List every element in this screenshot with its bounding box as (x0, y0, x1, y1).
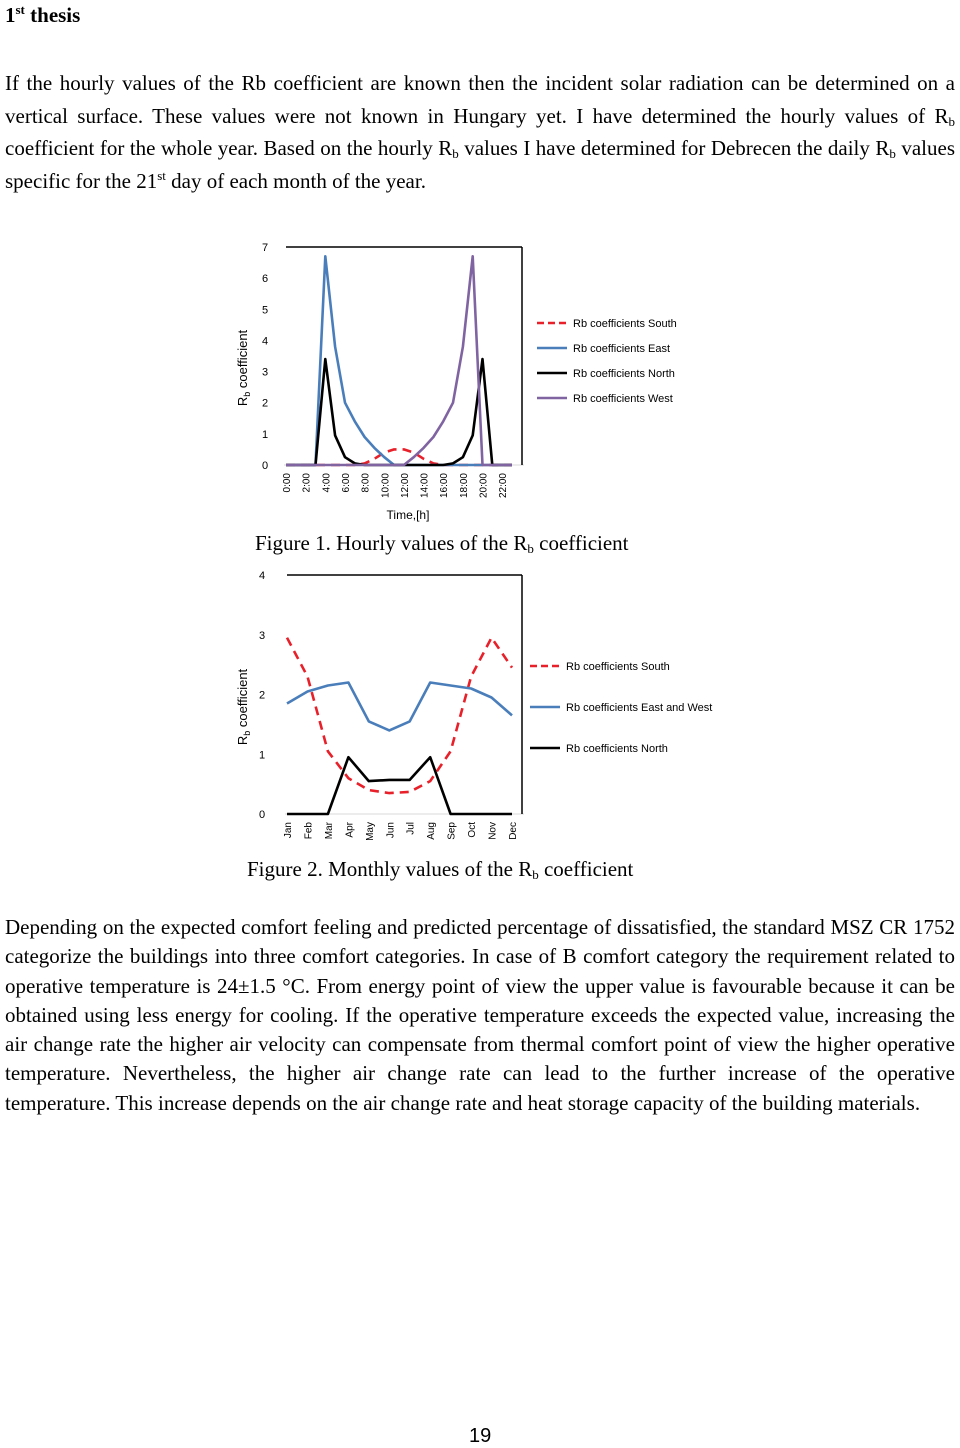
x-tick-label: Apr (344, 821, 355, 837)
figure-2-caption: Figure 2. Monthly values of the Rb coeff… (247, 857, 634, 882)
legend-label: Rb coefficients East and West (566, 702, 712, 714)
x-tick-label: Feb (303, 822, 314, 840)
x-tick-label: 18:00 (459, 473, 470, 498)
monthly-rb-chart: 0 1 2 3 4 Jan Feb Mar Apr May Jun Jul Aug Sep Oct Nov De… (235, 570, 712, 841)
x-tick-label: 0:00 (282, 473, 293, 493)
x-tick-label: Jun (385, 822, 396, 838)
x-tick-label: Oct (467, 822, 478, 838)
y-tick-label: 2 (259, 690, 265, 702)
x-tick-label: 10:00 (380, 473, 391, 498)
legend-label: Rb coefficients East (573, 343, 670, 355)
x-tick-label: 6:00 (341, 473, 352, 493)
section-heading: 1st thesis (5, 2, 81, 27)
y-tick-label: 2 (262, 398, 268, 410)
x-tick-label: 12:00 (400, 473, 411, 498)
y-tick-label: 4 (259, 570, 265, 582)
x-axis-label: Time,[h] (387, 508, 430, 522)
y-tick-label: 1 (259, 749, 265, 761)
x-tick-label: Dec (508, 822, 519, 840)
x-tick-label: Jan (283, 822, 294, 838)
y-tick-label: 1 (262, 429, 268, 441)
series-line-1 (286, 448, 512, 467)
x-tick-label: 16:00 (439, 473, 450, 498)
comfort-paragraph: Depending on the expected comfort feelin… (5, 915, 955, 1115)
page-number: 19 (469, 1425, 492, 1447)
y-tick-label: 6 (262, 273, 268, 285)
figure-1-caption: Figure 1. Hourly values of the Rb coeffi… (255, 531, 629, 556)
legend-label: Rb coefficients North (573, 368, 675, 380)
legend-label: Rb coefficients South (566, 661, 670, 673)
intro-paragraph: If the hourly values of the Rb coefficie… (5, 71, 955, 194)
y-tick-label: 3 (259, 630, 265, 642)
x-tick-label: 22:00 (498, 473, 509, 498)
y-tick-label: 0 (259, 809, 265, 821)
x-tick-label: 2:00 (302, 473, 313, 493)
y-tick-label: 4 (262, 335, 268, 347)
series-line-4 (286, 254, 512, 467)
y-tick-label: 7 (262, 242, 268, 254)
series-line-2 (286, 681, 513, 732)
series-line-1 (285, 636, 514, 795)
x-tick-label: May (365, 822, 376, 841)
x-tick-label: Nov (488, 822, 499, 840)
hourly-rb-chart: 0 1 2 3 4 5 6 7 0:00 2:00 4:00 6:00 8:00 10:00 12:00 14… (235, 242, 677, 522)
x-tick-label: 4:00 (321, 473, 332, 493)
y-tick-label: 5 (262, 304, 268, 316)
x-tick-label: Sep (447, 822, 458, 840)
legend-label: Rb coefficients South (573, 318, 677, 330)
x-tick-label: 8:00 (361, 473, 372, 493)
y-tick-label: 0 (262, 460, 268, 472)
series-line-3 (287, 755, 512, 816)
y-axis-label: Rb coefficient (235, 329, 252, 406)
x-tick-label: Aug (426, 822, 437, 840)
x-tick-label: Mar (324, 821, 335, 839)
x-tick-label: 14:00 (420, 473, 431, 498)
x-tick-label: 20:00 (479, 473, 490, 498)
x-tick-label: Jul (406, 822, 417, 835)
legend-label: Rb coefficients North (566, 743, 668, 755)
y-axis-label: Rb coefficient (235, 668, 252, 745)
legend-label: Rb coefficients West (573, 393, 673, 405)
y-tick-label: 3 (262, 367, 268, 379)
